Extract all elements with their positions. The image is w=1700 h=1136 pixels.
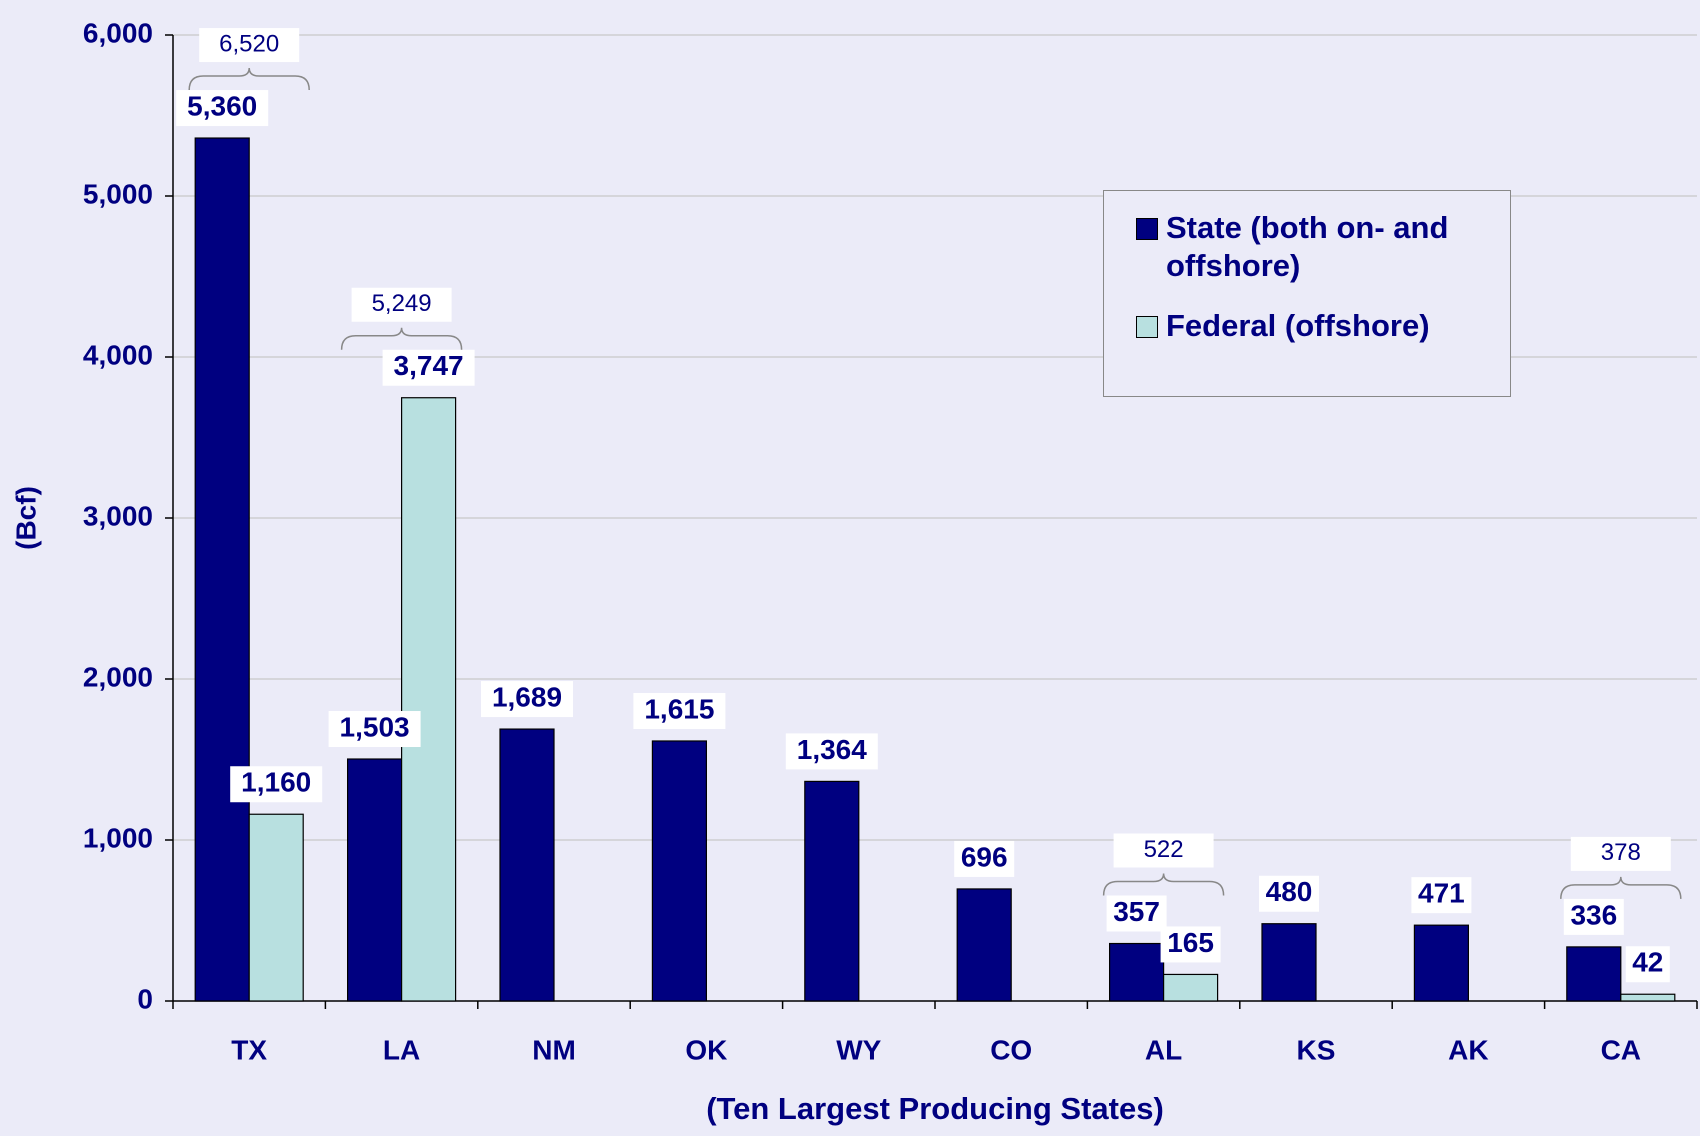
label-bg xyxy=(954,840,1015,877)
bar xyxy=(651,740,708,1002)
x-tick-label: CA xyxy=(1601,1034,1641,1065)
label-bg xyxy=(1106,895,1167,932)
bar xyxy=(1261,923,1317,1002)
bar xyxy=(401,397,457,1002)
legend-swatch xyxy=(1136,316,1158,338)
x-tick-label: NM xyxy=(532,1034,576,1065)
y-tick-label: 5,000 xyxy=(83,178,153,209)
data-label: 1,160 xyxy=(241,767,311,798)
y-tick-label: 0 xyxy=(137,983,153,1014)
x-tick-label: WY xyxy=(836,1034,881,1065)
label-bg xyxy=(328,711,421,748)
label-bg xyxy=(230,766,323,803)
bar xyxy=(956,888,1012,1002)
y-tick-label: 3,000 xyxy=(83,500,153,531)
data-label: 357 xyxy=(1113,896,1160,927)
bar xyxy=(1620,993,1676,1002)
total-bg xyxy=(199,28,300,63)
data-label: 336 xyxy=(1570,899,1617,930)
label-bg xyxy=(1259,875,1319,912)
bar xyxy=(804,780,860,1002)
x-tick-label: KS xyxy=(1297,1034,1336,1065)
legend-item: Federal (offshore) xyxy=(1136,307,1490,345)
data-label: 165 xyxy=(1167,927,1214,958)
total-bg xyxy=(1113,833,1214,868)
data-label: 696 xyxy=(961,841,1008,872)
brace xyxy=(1560,876,1682,899)
y-tick-label: 4,000 xyxy=(83,339,153,370)
data-label: 1,503 xyxy=(340,711,410,742)
bar xyxy=(499,728,555,1002)
brace xyxy=(188,67,310,91)
total-bg xyxy=(351,287,452,322)
label-bg xyxy=(1160,926,1221,963)
bar xyxy=(1162,973,1219,1002)
total-label: 522 xyxy=(1144,836,1184,863)
data-label: 1,689 xyxy=(492,681,562,712)
x-tick-label: CO xyxy=(990,1034,1032,1065)
label-bg xyxy=(1563,898,1624,935)
x-axis-label: (Ten Largest Producing States) xyxy=(706,1091,1164,1126)
x-tick-label: AL xyxy=(1145,1034,1182,1065)
y-axis-label: (Bcf) xyxy=(10,486,41,550)
data-label: 5,360 xyxy=(187,90,257,121)
legend-label: State (both on- and offshore) xyxy=(1166,210,1449,283)
label-bg xyxy=(382,349,475,386)
x-tick-label: OK xyxy=(685,1034,727,1065)
total-label: 378 xyxy=(1601,839,1641,866)
data-label: 1,615 xyxy=(644,693,714,724)
x-tick-label: AK xyxy=(1448,1034,1488,1065)
label-bg xyxy=(1625,946,1670,983)
x-tick-label: TX xyxy=(231,1034,267,1065)
brace xyxy=(340,327,463,350)
data-label: 480 xyxy=(1266,876,1313,907)
y-tick-label: 2,000 xyxy=(83,661,153,692)
y-tick-label: 1,000 xyxy=(83,822,153,853)
total-bg xyxy=(1570,836,1671,871)
bar xyxy=(248,813,304,1002)
y-tick-label: 6,000 xyxy=(83,17,153,48)
data-label: 471 xyxy=(1418,878,1465,909)
legend: State (both on- and offshore) Federal (of… xyxy=(1103,190,1511,397)
data-label: 42 xyxy=(1632,947,1663,978)
bar xyxy=(347,758,403,1002)
bar xyxy=(194,137,250,1002)
bar xyxy=(1108,942,1165,1002)
legend-swatch xyxy=(1136,218,1158,240)
data-label: 1,364 xyxy=(797,734,867,765)
legend-item: State (both on- and offshore) xyxy=(1136,209,1490,285)
label-bg xyxy=(481,681,573,718)
label-bg xyxy=(176,90,269,127)
brace xyxy=(1102,873,1225,896)
total-label: 5,249 xyxy=(372,290,432,317)
total-label: 6,520 xyxy=(219,30,279,57)
data-label: 3,747 xyxy=(394,350,464,381)
label-bg xyxy=(633,692,726,729)
bar xyxy=(1413,924,1470,1002)
legend-label: Federal (offshore) xyxy=(1166,308,1430,343)
x-tick-label: LA xyxy=(383,1034,420,1065)
bar xyxy=(1566,946,1622,1002)
label-bg xyxy=(1411,877,1472,914)
label-bg xyxy=(785,733,878,770)
